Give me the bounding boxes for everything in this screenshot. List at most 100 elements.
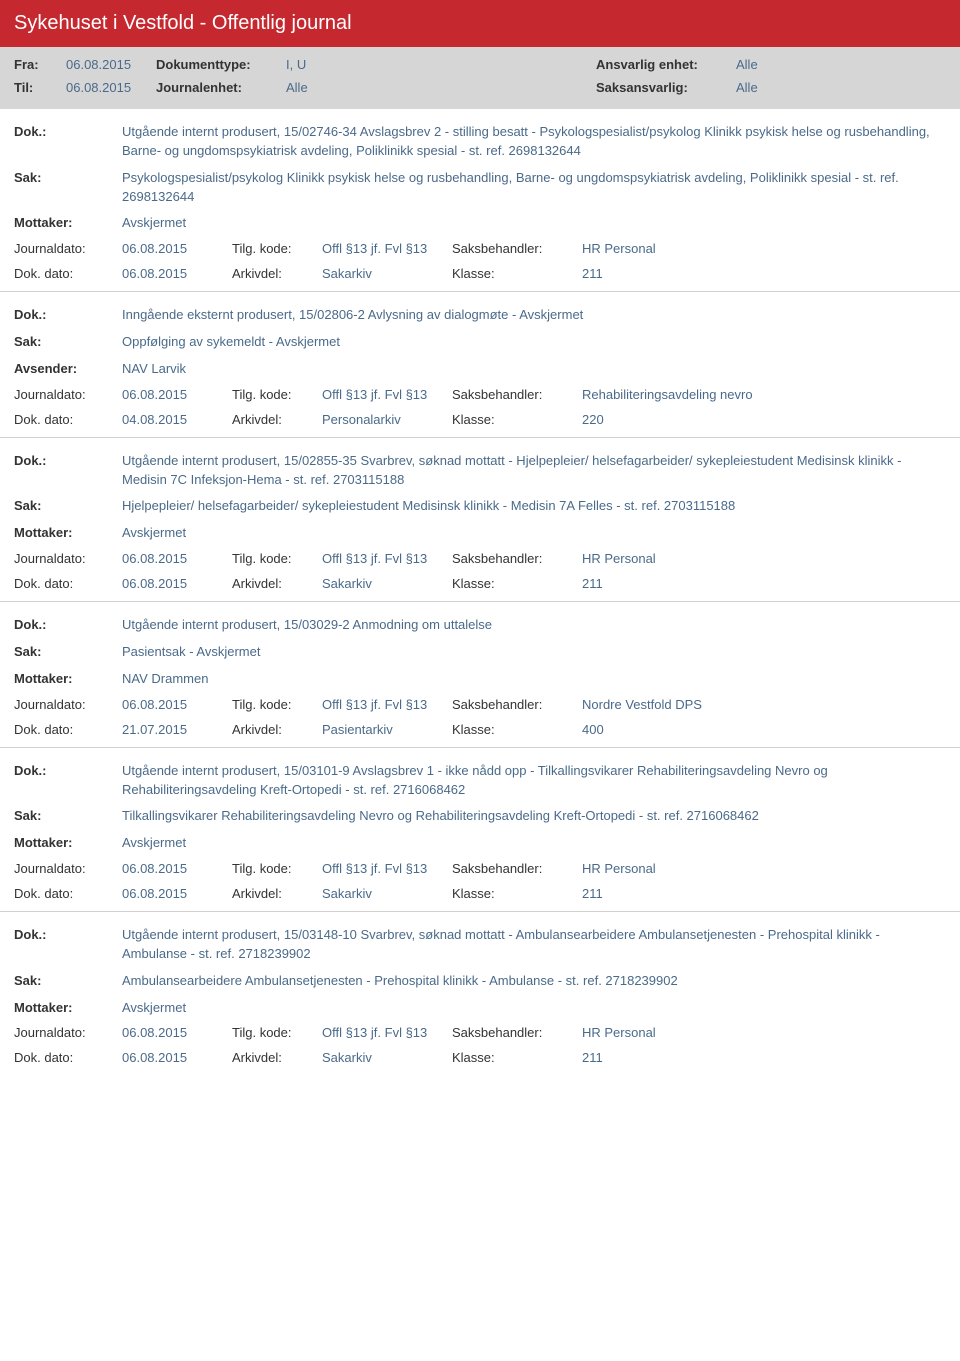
dok-value: Utgående internt produsert, 15/02855-35 … (122, 452, 946, 490)
journaldato-label: Journaldato: (14, 697, 122, 712)
sak-label: Sak: (14, 643, 122, 662)
dokdato-value: 06.08.2015 (122, 1050, 232, 1065)
dok-label: Dok.: (14, 762, 122, 800)
tilgkode-label: Tilg. kode: (232, 241, 322, 256)
sak-value: Oppfølging av sykemeldt - Avskjermet (122, 333, 946, 352)
ansvarlig-label: Ansvarlig enhet: (596, 57, 736, 72)
arkivdel-label: Arkivdel: (232, 412, 322, 427)
til-value: 06.08.2015 (66, 80, 156, 95)
party-value: Avskjermet (122, 999, 946, 1018)
dokdato-label: Dok. dato: (14, 1050, 122, 1065)
sak-value: Pasientsak - Avskjermet (122, 643, 946, 662)
dokdato-value: 04.08.2015 (122, 412, 232, 427)
klasse-value: 220 (582, 412, 946, 427)
arkivdel-label: Arkivdel: (232, 576, 322, 591)
party-label: Mottaker: (14, 214, 122, 233)
sak-value: Hjelpepleier/ helsefagarbeider/ sykeplei… (122, 497, 946, 516)
sak-label: Sak: (14, 333, 122, 352)
dokdato-label: Dok. dato: (14, 266, 122, 281)
journaldato-value: 06.08.2015 (122, 1025, 232, 1040)
dokdato-value: 06.08.2015 (122, 266, 232, 281)
journaldato-label: Journaldato: (14, 551, 122, 566)
journalenhet-label: Journalenhet: (156, 80, 286, 95)
sak-value: Tilkallingsvikarer Rehabiliteringsavdeli… (122, 807, 946, 826)
saksbehandler-value: HR Personal (582, 551, 946, 566)
arkivdel-value: Sakarkiv (322, 266, 452, 281)
klasse-label: Klasse: (452, 412, 582, 427)
klasse-value: 211 (582, 886, 946, 901)
page-title: Sykehuset i Vestfold - Offentlig journal (0, 0, 960, 47)
journalenhet-value: Alle (286, 80, 376, 95)
klasse-value: 400 (582, 722, 946, 737)
filter-bar: Fra: 06.08.2015 Dokumenttype: I, U Ansva… (0, 47, 960, 109)
arkivdel-value: Sakarkiv (322, 1050, 452, 1065)
klasse-label: Klasse: (452, 722, 582, 737)
saksansvarlig-value: Alle (736, 80, 826, 95)
tilgkode-value: Offl §13 jf. Fvl §13 (322, 697, 452, 712)
party-label: Avsender: (14, 360, 122, 379)
dok-label: Dok.: (14, 616, 122, 635)
party-label: Mottaker: (14, 670, 122, 689)
journal-entry: Dok.:Utgående internt produsert, 15/0310… (0, 747, 960, 911)
arkivdel-value: Sakarkiv (322, 886, 452, 901)
klasse-label: Klasse: (452, 886, 582, 901)
dok-label: Dok.: (14, 306, 122, 325)
doktype-label: Dokumenttype: (156, 57, 286, 72)
journaldato-label: Journaldato: (14, 241, 122, 256)
saksbehandler-label: Saksbehandler: (452, 1025, 582, 1040)
sak-label: Sak: (14, 972, 122, 991)
saksbehandler-value: HR Personal (582, 861, 946, 876)
tilgkode-value: Offl §13 jf. Fvl §13 (322, 241, 452, 256)
dok-value: Utgående internt produsert, 15/03101-9 A… (122, 762, 946, 800)
party-value: NAV Larvik (122, 360, 946, 379)
party-label: Mottaker: (14, 524, 122, 543)
saksansvarlig-label: Saksansvarlig: (596, 80, 736, 95)
sak-value: Psykologspesialist/psykolog Klinikk psyk… (122, 169, 946, 207)
arkivdel-value: Sakarkiv (322, 576, 452, 591)
tilgkode-label: Tilg. kode: (232, 387, 322, 402)
doktype-value: I, U (286, 57, 376, 72)
journal-entry: Dok.:Utgående internt produsert, 15/0285… (0, 437, 960, 601)
journaldato-label: Journaldato: (14, 1025, 122, 1040)
party-value: Avskjermet (122, 834, 946, 853)
party-value: Avskjermet (122, 524, 946, 543)
tilgkode-label: Tilg. kode: (232, 551, 322, 566)
klasse-label: Klasse: (452, 576, 582, 591)
saksbehandler-label: Saksbehandler: (452, 551, 582, 566)
klasse-label: Klasse: (452, 1050, 582, 1065)
party-label: Mottaker: (14, 999, 122, 1018)
tilgkode-value: Offl §13 jf. Fvl §13 (322, 551, 452, 566)
saksbehandler-label: Saksbehandler: (452, 387, 582, 402)
sak-label: Sak: (14, 807, 122, 826)
saksbehandler-label: Saksbehandler: (452, 861, 582, 876)
journal-entry: Dok.:Utgående internt produsert, 15/0274… (0, 109, 960, 291)
klasse-value: 211 (582, 576, 946, 591)
til-label: Til: (14, 80, 66, 95)
arkivdel-value: Pasientarkiv (322, 722, 452, 737)
ansvarlig-value: Alle (736, 57, 826, 72)
fra-label: Fra: (14, 57, 66, 72)
journaldato-label: Journaldato: (14, 387, 122, 402)
dokdato-value: 21.07.2015 (122, 722, 232, 737)
dok-value: Utgående internt produsert, 15/03148-10 … (122, 926, 946, 964)
dok-label: Dok.: (14, 123, 122, 161)
journal-entry: Dok.:Utgående internt produsert, 15/0302… (0, 601, 960, 747)
tilgkode-value: Offl §13 jf. Fvl §13 (322, 861, 452, 876)
journaldato-label: Journaldato: (14, 861, 122, 876)
dok-value: Utgående internt produsert, 15/02746-34 … (122, 123, 946, 161)
arkivdel-label: Arkivdel: (232, 886, 322, 901)
sak-value: Ambulansearbeidere Ambulansetjenesten - … (122, 972, 946, 991)
arkivdel-label: Arkivdel: (232, 266, 322, 281)
sak-label: Sak: (14, 169, 122, 207)
dok-value: Inngående eksternt produsert, 15/02806-2… (122, 306, 946, 325)
journaldato-value: 06.08.2015 (122, 861, 232, 876)
dok-value: Utgående internt produsert, 15/03029-2 A… (122, 616, 946, 635)
dokdato-label: Dok. dato: (14, 886, 122, 901)
dokdato-label: Dok. dato: (14, 412, 122, 427)
dokdato-value: 06.08.2015 (122, 886, 232, 901)
fra-value: 06.08.2015 (66, 57, 156, 72)
party-label: Mottaker: (14, 834, 122, 853)
dokdato-value: 06.08.2015 (122, 576, 232, 591)
dokdato-label: Dok. dato: (14, 722, 122, 737)
dokdato-label: Dok. dato: (14, 576, 122, 591)
